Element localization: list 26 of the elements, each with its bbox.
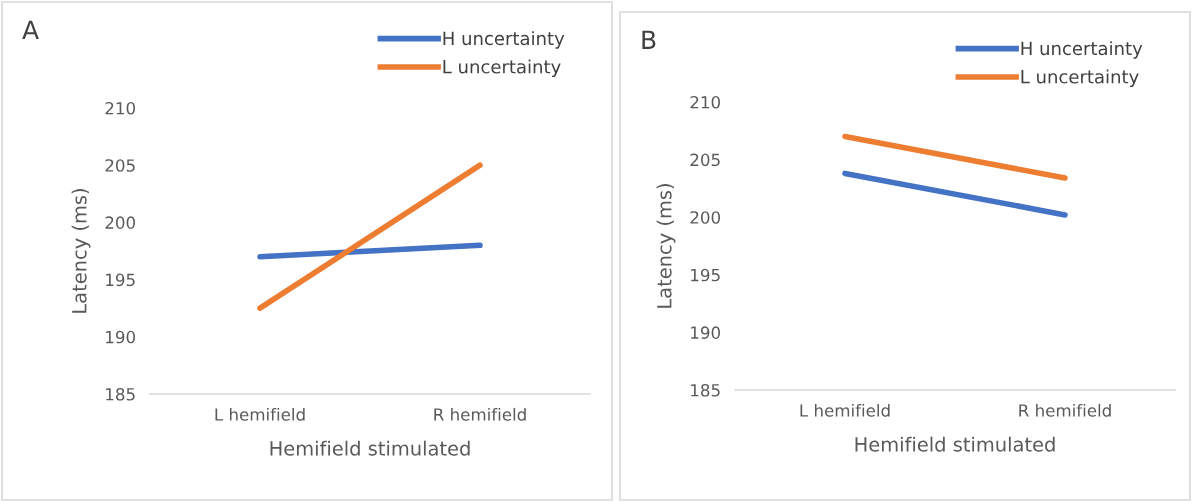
legend-label: L uncertainty bbox=[1021, 69, 1139, 87]
chart-title: B bbox=[642, 30, 656, 49]
x-axis-title: Hemifield stimulated bbox=[270, 440, 470, 456]
y-tick-label: 185 bbox=[106, 387, 135, 401]
y-tick-label: 190 bbox=[106, 330, 135, 344]
y-axis-title: Latency (ms) bbox=[656, 184, 676, 308]
y-tick-label: 205 bbox=[690, 153, 720, 167]
y-axis-title: Latency (ms) bbox=[71, 189, 91, 313]
x-tick-label: R hemifield bbox=[434, 407, 526, 421]
y-tick-label: 205 bbox=[105, 159, 135, 172]
legend-label: H uncertainty bbox=[443, 31, 565, 49]
y-tick-label: 200 bbox=[690, 211, 720, 224]
legend-label: H uncertainty bbox=[1021, 41, 1143, 59]
x-tick-label: L hemifield bbox=[215, 407, 305, 421]
y-tick-label: 210 bbox=[105, 101, 135, 115]
y-tick-label: 190 bbox=[691, 326, 720, 339]
y-tick-label: 195 bbox=[106, 273, 135, 287]
x-tick-label: L hemifield bbox=[800, 403, 890, 417]
y-tick-label: 185 bbox=[691, 383, 720, 397]
x-axis-title: Hemifield stimulated bbox=[855, 436, 1055, 452]
y-tick-label: 210 bbox=[690, 95, 720, 109]
y-tick-label: 195 bbox=[691, 268, 720, 282]
legend-label: L uncertainty bbox=[443, 59, 561, 77]
y-tick-label: 200 bbox=[105, 216, 135, 229]
chart-title: A bbox=[22, 20, 39, 39]
x-tick-label: R hemifield bbox=[1019, 403, 1111, 417]
